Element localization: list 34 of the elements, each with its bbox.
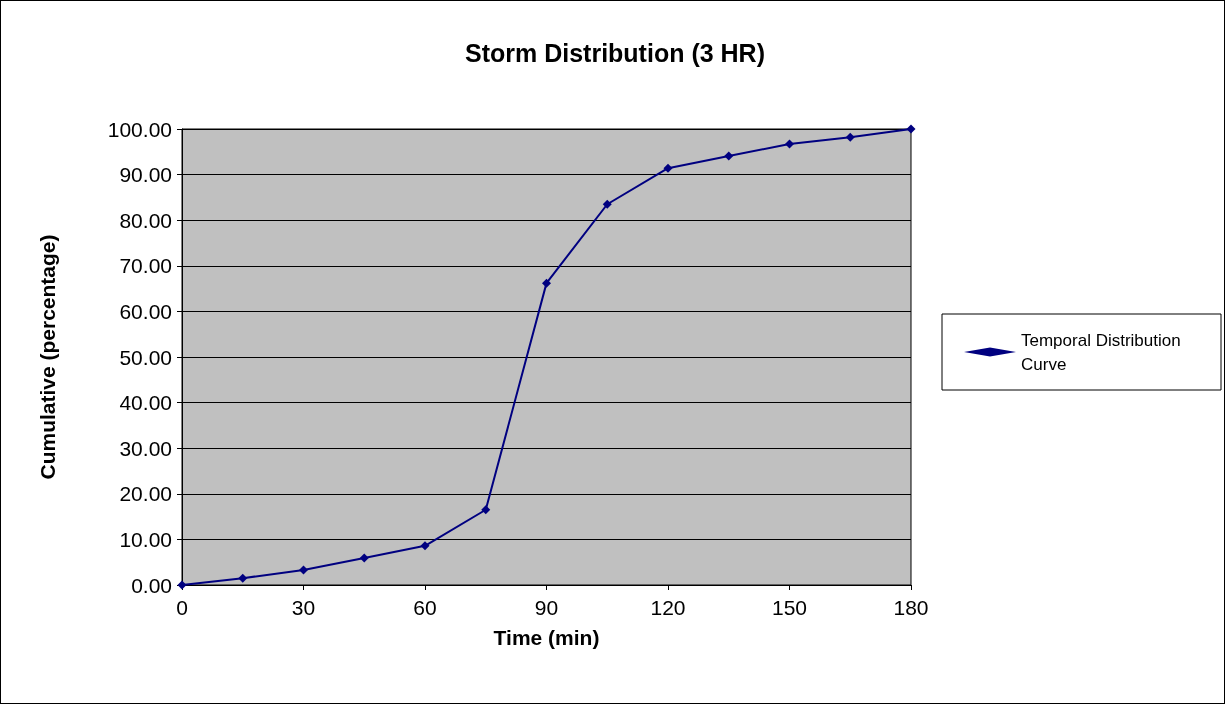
point (724, 151, 734, 161)
y-tick-label: 100.00 (107, 117, 172, 141)
point (906, 124, 916, 134)
y-tick-label: 80.00 (119, 208, 172, 232)
y-tick-label: 50.00 (119, 345, 172, 369)
point (359, 553, 369, 563)
y-axis-title: Cumulative (percentage) (36, 234, 59, 480)
y-tick-label: 20.00 (119, 482, 172, 506)
y-tick-label: 60.00 (119, 299, 172, 323)
point (299, 565, 308, 575)
x-tick-label: 30 (291, 596, 316, 619)
x-tick-label: 0 (176, 596, 188, 619)
legend-label: Temporal Distribution Curve (1021, 330, 1186, 374)
x-axis-title: Time (min) (493, 626, 600, 649)
chart-title: Storm Distribution (3 HR) (465, 38, 765, 67)
x-tick-label: 180 (893, 596, 929, 619)
point (845, 132, 855, 142)
y-tick-label: 10.00 (119, 527, 172, 551)
y-tick-label: 90.00 (119, 163, 172, 187)
point (420, 541, 430, 551)
y-tick-label: 70.00 (119, 254, 172, 278)
y-tick-label: 40.00 (119, 391, 172, 415)
point (238, 573, 248, 583)
point (542, 278, 551, 288)
y-tick-label: 0.00 (131, 573, 172, 597)
point (602, 199, 612, 209)
x-tick-label: 90 (534, 596, 559, 619)
point (663, 163, 673, 173)
x-tick-label: 60 (413, 596, 437, 619)
y-tick-label: 30.00 (119, 436, 172, 460)
point (785, 139, 794, 149)
x-tick-label: 120 (650, 596, 686, 619)
x-tick-label: 150 (771, 596, 808, 619)
point (481, 505, 491, 515)
